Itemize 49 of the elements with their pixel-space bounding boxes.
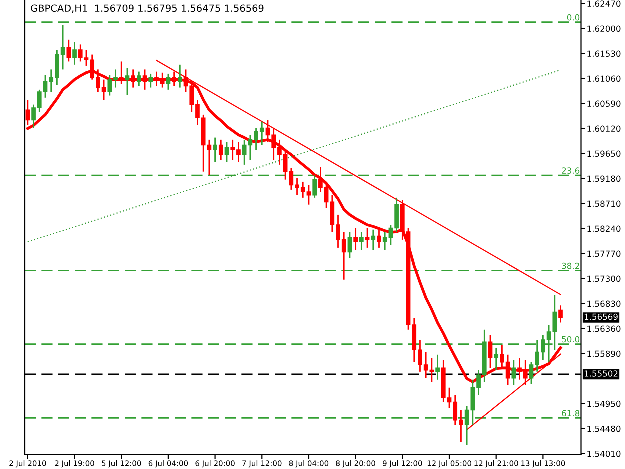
candlestick [218,139,224,161]
candlestick [166,73,171,91]
annotation: 50.0 [562,336,580,343]
y-tick-label: 1.58710 [588,200,621,208]
y-tick-label: 1.55890 [588,350,621,358]
y-tick-label: 1.61060 [588,76,621,82]
y-tick-label: 1.61530 [588,50,621,58]
candlestick [26,99,30,126]
candlestick [148,73,154,88]
candlestick [488,334,493,369]
candlestick [125,67,130,96]
annotation: 38.2 [562,262,580,270]
y-tick-label: 1.60590 [588,100,621,108]
candlestick [512,360,516,386]
y-tick-label: 1.62470 [588,0,621,8]
candlestick [377,229,382,249]
candlestick [137,71,142,87]
candlestick [558,304,563,324]
y-tick-label: 1.54010 [588,450,621,458]
annotation: 61.8 [562,410,580,417]
candlestick [365,228,370,249]
candlestick [213,137,218,163]
y-tick-label: 1.56360 [588,326,621,332]
candlestick [72,41,77,66]
y-tick-label: 1.62000 [588,26,621,32]
annotation: 0.0 [567,14,580,21]
ref-line-label: 1.55502 [584,370,618,377]
candlestick [178,64,182,88]
candlestick [348,231,352,259]
candlestick [360,231,364,251]
candlestick [66,39,72,62]
candlestick [436,354,440,381]
y-tick-label: 1.59180 [588,176,621,182]
candlestick [354,228,358,251]
y-tick-label: 1.60120 [588,126,621,132]
chart-title: GBPCAD,H1 1.56709 1.56795 1.56475 1.56569 [31,4,264,14]
y-tick-label: 1.54950 [588,400,621,408]
candlestick [371,229,376,251]
candlestick [224,141,230,163]
y-tick-label: 1.57300 [588,276,621,282]
candlestick [242,139,247,166]
y-tick-label: 1.59650 [588,150,621,158]
y-tick-label: 1.58240 [588,226,621,232]
y-tick-label: 1.56830 [588,300,621,308]
annotation: 23.6 [562,168,580,174]
y-tick-label: 1.57770 [588,250,621,258]
candlestick [494,347,499,372]
text: 1.56569 [584,314,618,320]
y-tick-label: 1.54480 [588,426,621,432]
